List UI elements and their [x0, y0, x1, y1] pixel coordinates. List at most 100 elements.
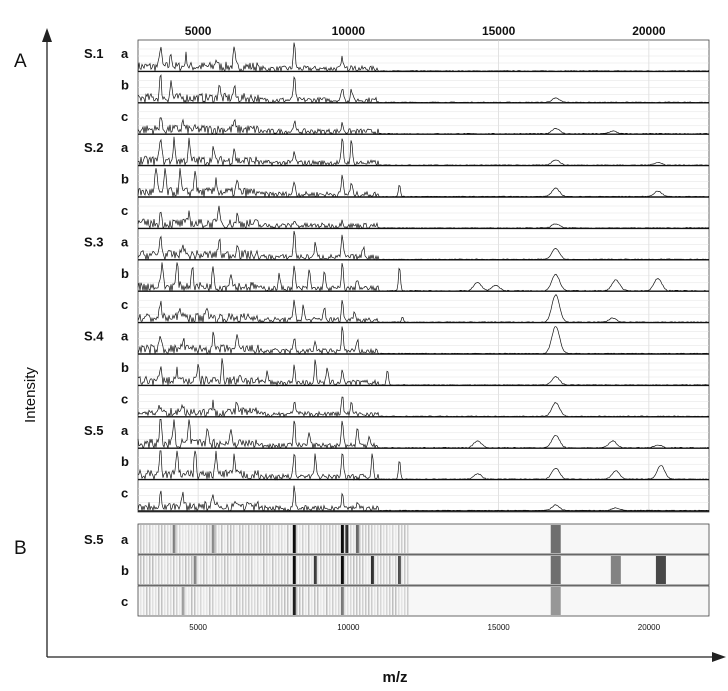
panel-a-spectra: 5000 10000 15000 20000 a S.1 b c a S.2 b c a S.3 b c a S…	[84, 24, 710, 513]
group-label-S4: S.4	[84, 329, 104, 344]
gel-stripe	[287, 525, 289, 553]
gel-stripe	[197, 556, 199, 584]
gel-stripe	[257, 525, 259, 553]
gel-stripe	[404, 556, 406, 584]
x-axis-label: m/z	[382, 669, 407, 686]
spectrum-trace-S5-c	[137, 485, 710, 512]
gel-lane-c	[137, 585, 710, 617]
gel-stripe	[365, 525, 367, 553]
panel-a-top-tick-labels: 5000 10000 15000 20000	[185, 24, 666, 38]
gel-stripe	[173, 587, 175, 615]
top-tick-label-5000: 5000	[185, 24, 212, 38]
gel-stripe	[407, 525, 409, 553]
spectrum-trace-S1-b	[137, 74, 710, 104]
gel-tick-label-5000: 5000	[189, 623, 207, 632]
spectrum-row-S5-c: c	[121, 485, 710, 512]
gel-stripe	[302, 556, 304, 584]
gel-stripe	[350, 556, 352, 584]
gel-stripe	[362, 525, 364, 553]
top-tick-label-20000: 20000	[632, 24, 666, 38]
spectrum-row-S2-c: c	[121, 203, 710, 230]
gel-band	[655, 556, 666, 584]
gel-stripe	[206, 587, 208, 615]
gel-stripe	[356, 556, 358, 584]
gel-stripe	[146, 556, 148, 584]
gel-stripe	[230, 587, 232, 615]
gel-stripe	[242, 587, 244, 615]
gel-stripe	[182, 587, 184, 615]
spectrum-row-S4-b: b	[121, 358, 710, 387]
gel-stripe	[254, 587, 256, 615]
gel-stripe	[386, 525, 388, 553]
spectrum-row-S4-a: a S.4	[84, 326, 710, 356]
spectrum-trace-S3-b	[137, 262, 710, 293]
gel-stripe	[335, 587, 337, 615]
gel-stripe	[176, 525, 178, 553]
gel-band	[181, 587, 185, 615]
gel-stripe	[218, 525, 220, 553]
gel-stripe	[290, 556, 292, 584]
gel-stripe	[233, 556, 235, 584]
gel-band	[340, 525, 344, 553]
replicate-label: c	[121, 391, 128, 406]
gel-stripe	[263, 525, 265, 553]
gel-stripe	[203, 525, 205, 553]
gel-stripe	[260, 525, 262, 553]
replicate-label: b	[121, 360, 129, 375]
spectrum-trace-S2-b	[137, 168, 710, 199]
spectrum-row-S1-c: c	[121, 109, 710, 136]
gel-stripe	[347, 556, 349, 584]
gel-stripe	[305, 556, 307, 584]
gel-stripe	[179, 525, 181, 553]
gel-stripe	[260, 587, 262, 615]
gel-stripe	[224, 525, 226, 553]
gel-stripe	[407, 587, 409, 615]
gel-stripe	[308, 525, 310, 553]
gel-stripe	[401, 556, 403, 584]
gel-band	[211, 525, 215, 553]
gel-stripe	[323, 556, 325, 584]
panel-b-label: B	[14, 538, 27, 559]
gel-stripe	[203, 587, 205, 615]
gel-stripe	[401, 587, 403, 615]
gel-stripe	[362, 587, 364, 615]
gel-stripe	[317, 525, 319, 553]
gel-stripe	[152, 525, 154, 553]
gel-stripe	[224, 556, 226, 584]
gel-stripe	[404, 525, 406, 553]
gel-stripe	[308, 556, 310, 584]
spectrum-trace-S2-a	[137, 136, 710, 167]
gel-stripe	[176, 556, 178, 584]
y-axis-label: Intensity	[22, 367, 39, 423]
gel-stripe	[299, 525, 301, 553]
group-label-S3: S.3	[84, 234, 104, 249]
gel-stripe	[200, 525, 202, 553]
gel-stripe	[140, 525, 142, 553]
gel-stripe	[215, 525, 217, 553]
gel-stripe	[374, 525, 376, 553]
gel-stripe	[389, 587, 391, 615]
replicate-label: c	[121, 203, 128, 218]
gel-stripe	[212, 525, 214, 553]
gel-stripe	[236, 525, 238, 553]
spectrum-row-S2-b: b	[121, 168, 710, 199]
gel-stripe	[188, 525, 190, 553]
gel-stripe	[389, 525, 391, 553]
gel-stripe	[227, 525, 229, 553]
gel-stripe	[197, 525, 199, 553]
gel-band	[340, 556, 344, 584]
gel-stripe	[191, 556, 193, 584]
gel-stripe	[323, 525, 325, 553]
gel-stripe	[275, 587, 277, 615]
gel-stripe	[227, 556, 229, 584]
group-label-S5: S.5	[84, 423, 104, 438]
gel-stripe	[377, 587, 379, 615]
gel-stripe	[365, 556, 367, 584]
gel-stripe	[305, 525, 307, 553]
gel-stripe	[248, 556, 250, 584]
gel-band	[292, 556, 296, 584]
panel-b-rows: a b c S.5	[84, 523, 710, 617]
gel-stripe	[353, 556, 355, 584]
spectrum-trace-S3-c	[137, 294, 710, 324]
